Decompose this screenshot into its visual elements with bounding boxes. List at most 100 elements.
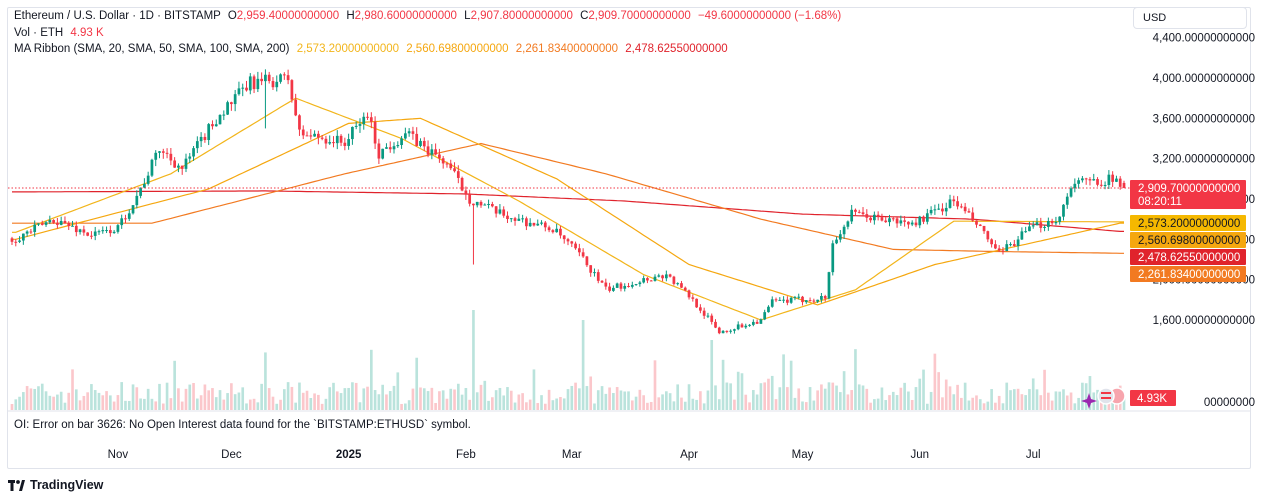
candle[interactable]: [1020, 231, 1024, 240]
candle[interactable]: [642, 278, 646, 283]
candle[interactable]: [154, 152, 158, 160]
candle[interactable]: [56, 222, 59, 225]
candle[interactable]: [748, 324, 751, 326]
candle[interactable]: [67, 223, 71, 227]
candle[interactable]: [282, 74, 286, 76]
candle[interactable]: [294, 99, 298, 116]
candle[interactable]: [93, 231, 97, 236]
candle[interactable]: [347, 139, 350, 146]
candle[interactable]: [751, 321, 755, 325]
candle[interactable]: [343, 142, 347, 146]
candle[interactable]: [657, 275, 661, 277]
candle[interactable]: [472, 203, 475, 206]
candle[interactable]: [672, 276, 676, 284]
candle[interactable]: [770, 299, 774, 307]
candle[interactable]: [978, 224, 982, 226]
candle[interactable]: [407, 131, 411, 134]
candle[interactable]: [899, 220, 903, 224]
candle[interactable]: [687, 290, 691, 298]
candle[interactable]: [691, 297, 695, 299]
candle[interactable]: [903, 220, 906, 222]
candle[interactable]: [453, 168, 456, 172]
candle[interactable]: [857, 211, 861, 213]
candle[interactable]: [789, 297, 793, 303]
candle[interactable]: [1001, 250, 1005, 252]
candle[interactable]: [763, 312, 767, 320]
candle[interactable]: [653, 276, 657, 281]
candle[interactable]: [1035, 222, 1039, 226]
candle[interactable]: [612, 287, 615, 291]
candle[interactable]: [986, 231, 990, 240]
candle[interactable]: [44, 222, 48, 225]
candle[interactable]: [1073, 183, 1077, 189]
candle[interactable]: [869, 217, 872, 221]
candle[interactable]: [362, 116, 366, 125]
candle[interactable]: [18, 240, 21, 242]
candle[interactable]: [411, 131, 415, 134]
candle[interactable]: [608, 286, 611, 291]
candle[interactable]: [1005, 244, 1009, 252]
candle[interactable]: [699, 307, 702, 311]
candle[interactable]: [706, 315, 710, 317]
candle[interactable]: [248, 76, 252, 91]
candle[interactable]: [309, 135, 313, 137]
candle[interactable]: [619, 283, 623, 289]
candle[interactable]: [835, 239, 838, 244]
candle[interactable]: [596, 272, 600, 281]
candle[interactable]: [1092, 179, 1096, 181]
candle[interactable]: [169, 153, 173, 161]
candle[interactable]: [509, 218, 513, 220]
candle[interactable]: [298, 115, 301, 130]
candle[interactable]: [290, 80, 294, 100]
candle[interactable]: [990, 239, 993, 245]
candle[interactable]: [1024, 231, 1028, 233]
candle[interactable]: [211, 124, 214, 127]
candle[interactable]: [218, 114, 222, 125]
candle[interactable]: [525, 218, 528, 227]
candle[interactable]: [812, 300, 816, 302]
candle[interactable]: [116, 225, 120, 232]
candle[interactable]: [997, 248, 1001, 251]
candle[interactable]: [199, 136, 203, 142]
candle[interactable]: [547, 227, 551, 231]
candle[interactable]: [585, 256, 589, 266]
candle[interactable]: [1118, 178, 1122, 187]
candle[interactable]: [589, 265, 593, 273]
candle[interactable]: [850, 209, 854, 222]
candle[interactable]: [854, 209, 857, 212]
candle[interactable]: [438, 154, 441, 159]
candle[interactable]: [695, 298, 698, 308]
candle[interactable]: [339, 135, 343, 143]
candle[interactable]: [369, 117, 373, 122]
candle[interactable]: [301, 129, 305, 136]
candle[interactable]: [381, 148, 385, 159]
candle[interactable]: [108, 230, 112, 234]
candle[interactable]: [468, 194, 472, 204]
candle[interactable]: [801, 296, 804, 303]
candle[interactable]: [778, 299, 782, 301]
candle[interactable]: [820, 296, 823, 300]
candle[interactable]: [1084, 178, 1088, 180]
candle[interactable]: [464, 190, 468, 195]
candle[interactable]: [207, 124, 211, 141]
candle[interactable]: [937, 208, 941, 210]
candle[interactable]: [744, 325, 748, 328]
candle[interactable]: [1058, 216, 1062, 222]
candle[interactable]: [680, 283, 683, 288]
candle[interactable]: [180, 165, 184, 169]
candle[interactable]: [804, 300, 808, 303]
candle[interactable]: [335, 135, 339, 144]
candle[interactable]: [460, 177, 464, 191]
candle[interactable]: [74, 225, 78, 233]
candle[interactable]: [630, 284, 634, 287]
candle[interactable]: [933, 209, 937, 211]
candle[interactable]: [827, 272, 831, 299]
candle[interactable]: [646, 278, 649, 281]
candle[interactable]: [823, 296, 827, 299]
candle[interactable]: [1107, 174, 1111, 186]
candle[interactable]: [956, 201, 959, 207]
candle[interactable]: [146, 175, 150, 184]
candle[interactable]: [759, 319, 763, 324]
candle[interactable]: [551, 230, 555, 233]
candle[interactable]: [165, 152, 169, 154]
